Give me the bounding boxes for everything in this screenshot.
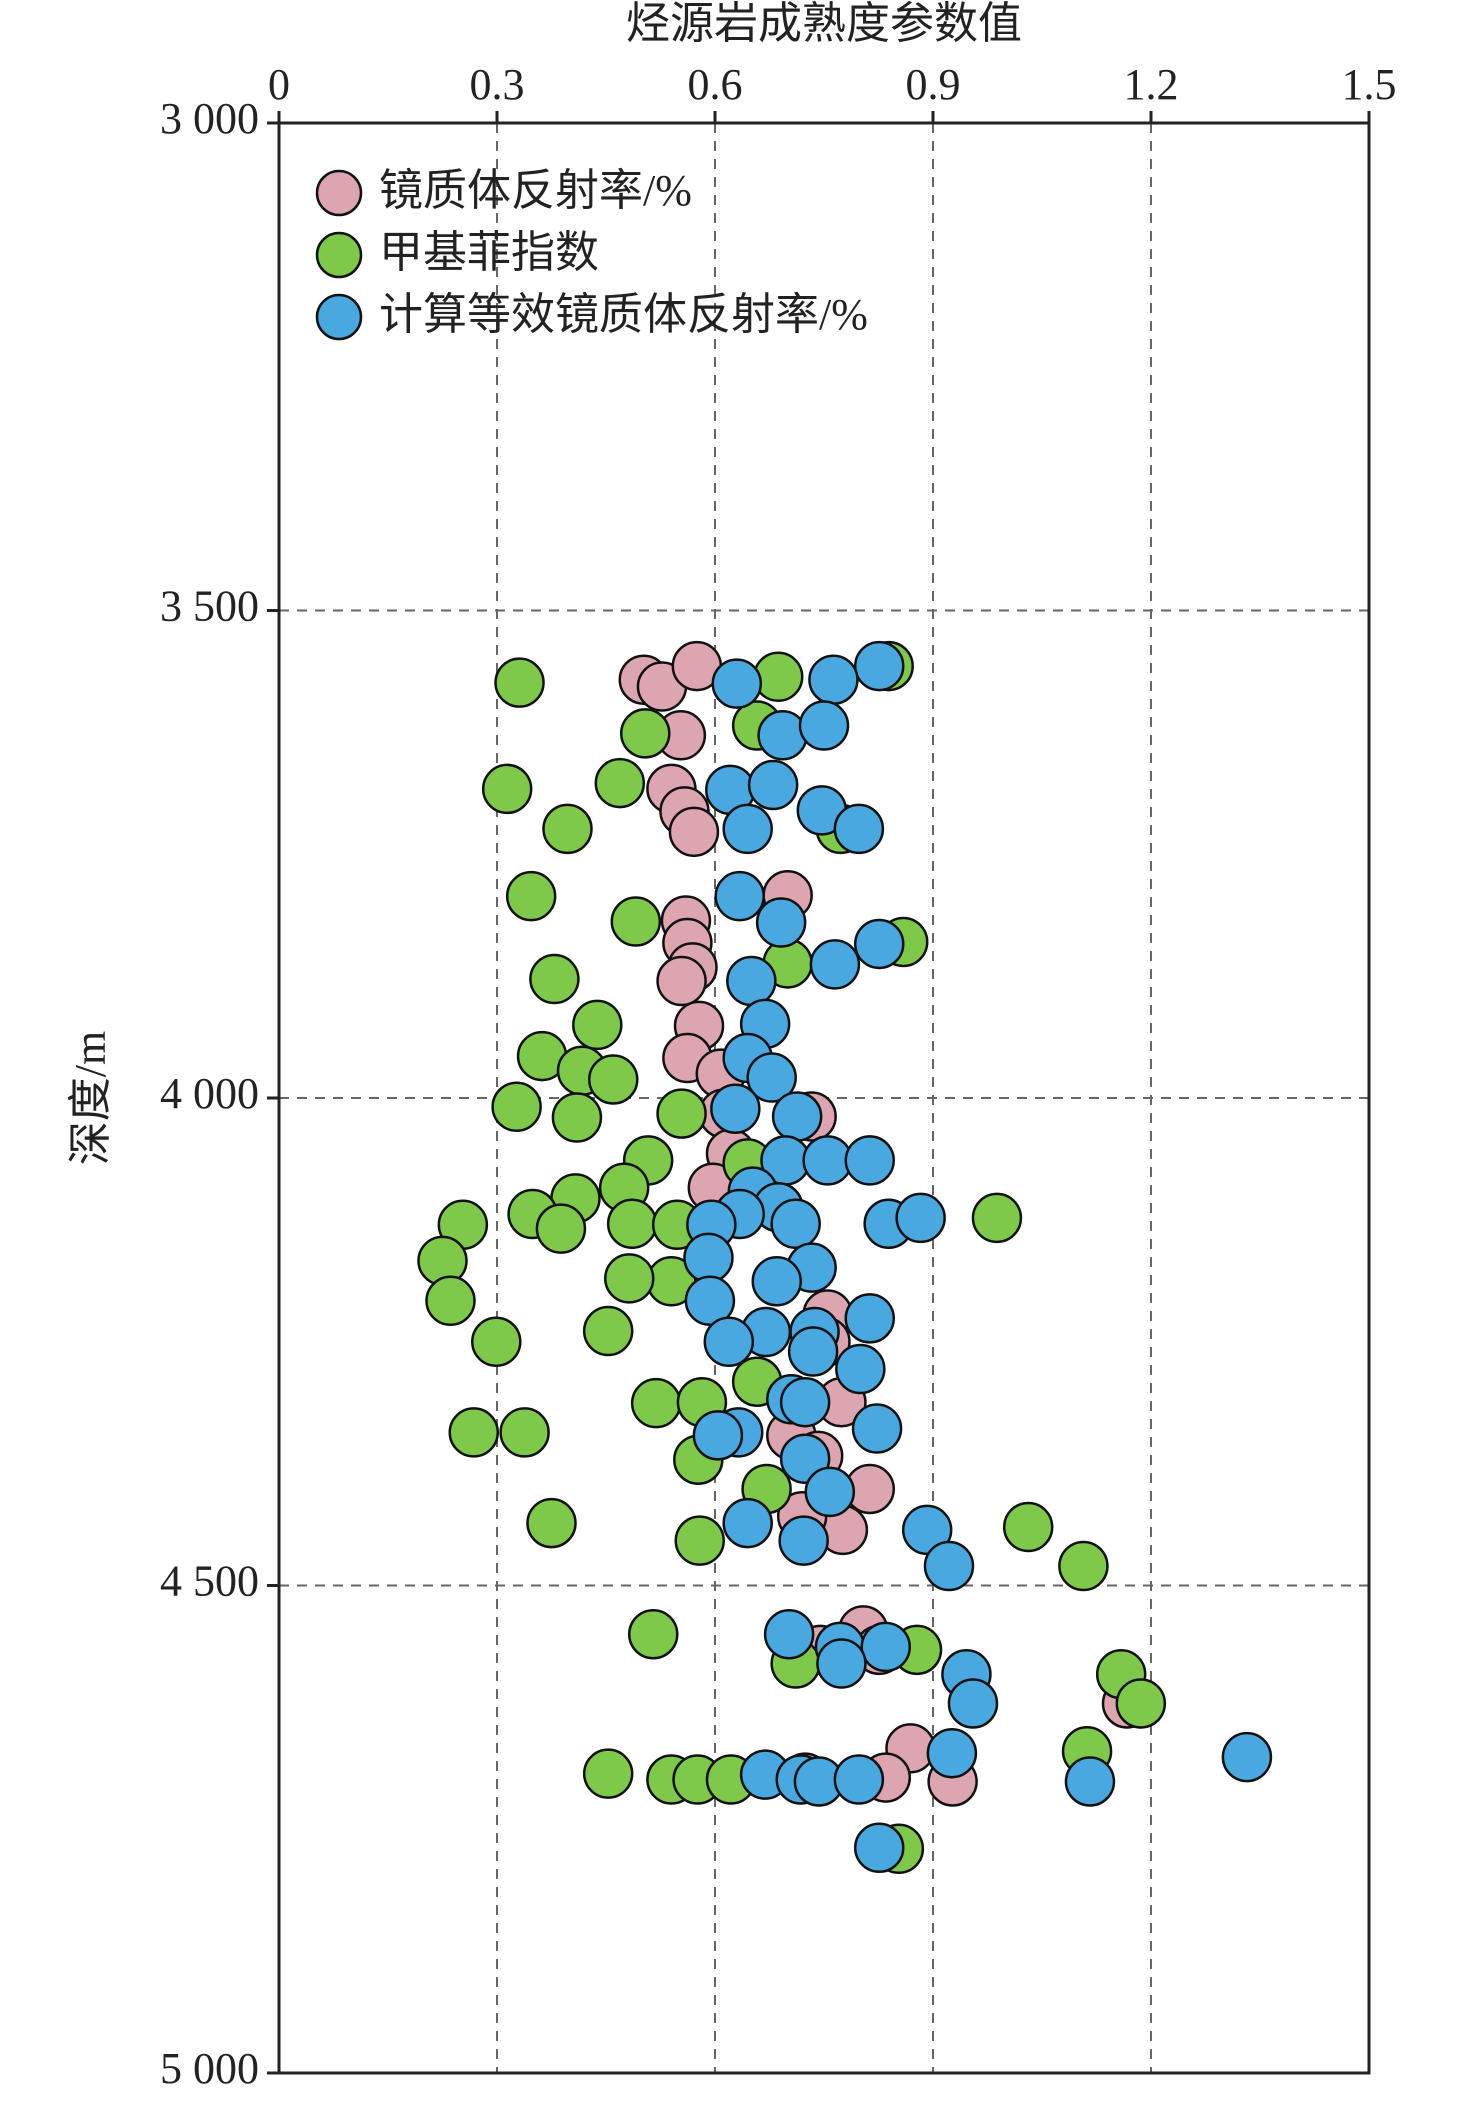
point [606,1198,658,1250]
plot-frame [277,121,1371,2075]
point [923,1540,975,1592]
point [722,803,773,855]
point [668,806,720,858]
point [604,1253,655,1304]
y-tick-label: 3 500 [160,582,259,631]
x-tick-label: 0.9 [906,60,961,109]
point [726,955,777,1007]
point [971,1192,1023,1244]
y-tick-label: 3 000 [160,94,259,143]
point [499,1407,550,1458]
point [710,1083,761,1134]
legend-label: 甲基菲指数 [379,228,599,277]
point [1058,1540,1109,1592]
point [630,1377,682,1429]
point [494,657,545,708]
point [851,1403,903,1454]
point [926,1727,978,1779]
point [656,1088,707,1139]
point [757,710,808,761]
x-tick-label: 0 [268,60,290,109]
point [798,700,850,751]
y-tick-label: 4 000 [160,1069,259,1118]
point [804,1466,856,1518]
point [711,658,763,709]
y-tick-label: 4 500 [160,1557,259,1606]
point [947,1678,999,1729]
point [1064,1756,1116,1807]
x-tick-label: 0.3 [470,60,525,109]
point [703,1316,755,1367]
legend-marker [315,231,363,279]
x-axis-title: 烃源岩成熟度参数值 [626,0,1022,48]
point [425,1275,476,1327]
point [833,803,885,855]
point [809,939,861,990]
point [844,1135,896,1186]
point [714,870,765,922]
legend-label: 计算等效镜质体反射率/% [379,290,868,339]
point [529,953,580,1005]
point [833,1754,885,1805]
point [853,1822,905,1874]
point [619,708,671,759]
legend-marker [315,293,363,341]
point [684,1275,736,1327]
point [471,1316,522,1367]
point [747,759,799,811]
point [722,1497,773,1549]
point [656,955,707,1007]
point [491,1081,542,1133]
point [448,1407,499,1458]
point [860,1621,912,1673]
point [481,763,533,815]
point [1115,1678,1167,1729]
x-tick-label: 0.6 [688,60,743,109]
point [895,1192,946,1244]
point [627,1609,679,1660]
point [853,640,905,692]
point [692,1410,744,1461]
point [751,1256,803,1307]
point [787,1326,839,1377]
point [683,1232,734,1284]
point [505,870,557,922]
point [610,896,662,947]
point [755,897,807,948]
point [1221,1731,1273,1783]
point [771,1091,823,1142]
y-axis-title: 深度/m [66,1031,115,1165]
point [808,654,859,705]
point [770,1198,821,1250]
point [746,1052,797,1103]
point [542,803,593,855]
legend-label: 镜质体反射率/% [379,166,692,215]
point [582,1305,634,1357]
x-tick-label: 1.5 [1342,60,1397,109]
point [853,918,905,970]
point [816,1638,867,1689]
legend-marker [315,169,363,217]
point [588,1054,639,1105]
point [674,1515,725,1566]
point [779,1376,831,1428]
point [1002,1501,1054,1553]
point [844,1293,896,1344]
point [594,757,646,809]
point [763,1609,815,1660]
point [572,999,623,1051]
point [526,1497,577,1549]
x-tick-label: 1.2 [1124,60,1179,109]
point [551,1092,603,1143]
y-tick-label: 5 000 [160,2044,259,2093]
point [582,1748,634,1799]
point [535,1203,587,1254]
point [802,1135,853,1186]
point [752,651,804,703]
point [835,1343,886,1395]
point [778,1515,829,1566]
